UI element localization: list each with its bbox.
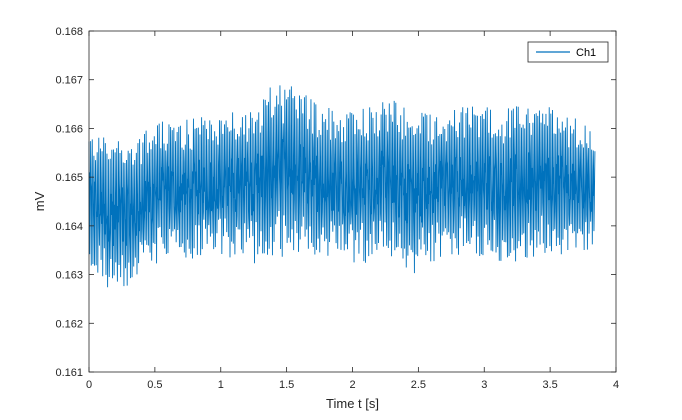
x-tick-label: 4 <box>613 379 619 391</box>
x-axis-label: Time t [s] <box>326 396 379 411</box>
y-tick-label: 0.164 <box>55 221 83 233</box>
x-tick-label: 2.5 <box>411 379 426 391</box>
series-line-ch1 <box>88 85 596 288</box>
x-tick-label: 0 <box>86 379 92 391</box>
y-axis: 0.161 0.162 0.163 0.164 0.165 0.166 0.167 0.168 <box>55 26 616 379</box>
y-tick-label: 0.165 <box>55 172 83 184</box>
y-tick-label: 0.163 <box>55 270 83 282</box>
y-tick-label: 0.168 <box>55 26 83 38</box>
y-tick-label: 0.161 <box>55 367 83 379</box>
x-tick-label: 0.5 <box>147 379 162 391</box>
x-tick-label: 3.5 <box>542 379 557 391</box>
x-tick-label: 3 <box>481 379 487 391</box>
y-axis-label: mV <box>32 191 47 211</box>
x-tick-label: 1 <box>218 379 224 391</box>
series-layer <box>88 85 596 288</box>
legend: Ch1 <box>527 41 609 63</box>
legend-entry-ch1: Ch1 <box>576 47 596 59</box>
x-tick-label: 1.5 <box>279 379 294 391</box>
y-tick-label: 0.166 <box>55 123 83 135</box>
y-tick-label: 0.167 <box>55 75 83 87</box>
x-axis: 0 0.5 1 1.5 2 2.5 3 3.5 4 <box>86 31 619 391</box>
x-tick-label: 2 <box>349 379 355 391</box>
y-tick-label: 0.162 <box>55 318 83 330</box>
